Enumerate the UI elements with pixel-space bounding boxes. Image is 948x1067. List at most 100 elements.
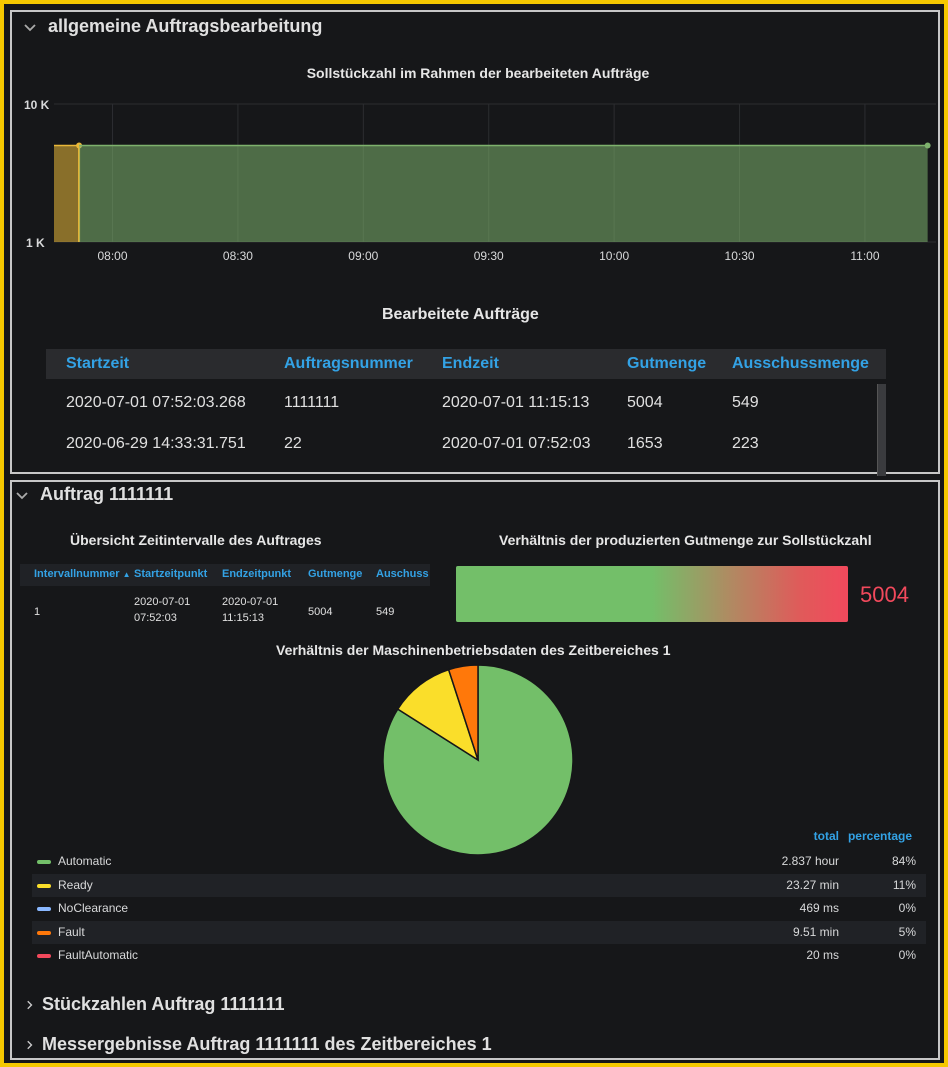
column-label: Intervallnummer — [34, 568, 120, 580]
x-tick-label: 09:00 — [348, 249, 378, 263]
legend-percentage: 84% — [891, 854, 916, 868]
pie-title: Verhältnis der Maschinenbetriebsdaten de… — [276, 642, 671, 658]
x-tick-label: 11:00 — [850, 249, 879, 263]
table-header-row — [46, 349, 886, 379]
interval-column-header[interactable]: Intervallnummer ▲ — [34, 568, 131, 580]
row-header-messergebnisse[interactable]: Messergebnisse Auftrag 1111111 des Zeitb… — [24, 1034, 492, 1055]
legend-swatch — [37, 860, 51, 864]
table-cell: 1653 — [627, 435, 663, 452]
table-title: Bearbeitete Aufträge — [382, 306, 539, 323]
column-header[interactable]: Auftragsnummer — [284, 355, 413, 372]
row-allgemeine-panel — [10, 10, 940, 474]
table-cell: 2020-07-01 07:52:03 — [442, 435, 591, 452]
table-cell: 223 — [732, 435, 759, 452]
column-label: Gutmenge — [308, 568, 363, 580]
legend-header-total[interactable]: total — [813, 829, 839, 843]
chevron-down-icon — [24, 23, 36, 31]
interval-column-header[interactable]: Endzeitpunkt — [222, 568, 291, 580]
chart-plot: 08:00 08:30 09:00 09:30 10:00 10:30 11:00 — [54, 103, 936, 263]
table-cell: 22 — [284, 435, 302, 452]
column-label: Startzeitpunkt — [134, 568, 208, 580]
interval-column-header[interactable]: Auschuss — [376, 568, 429, 580]
column-label: Endzeitpunkt — [222, 568, 292, 580]
row-header-auftrag[interactable]: Auftrag 1111111 — [14, 484, 173, 505]
legend-percentage: 0% — [898, 901, 916, 915]
chart-title: Sollstückzahl im Rahmen der bearbeiteten… — [306, 65, 650, 81]
pie-slice-ready[interactable] — [396, 668, 480, 762]
legend-total: 20 ms — [806, 948, 839, 962]
legend-item[interactable]: NoClearance 469 ms 0% — [32, 897, 926, 920]
x-tick-label: 09:30 — [474, 249, 504, 263]
gauge-value: 5004 — [860, 582, 909, 607]
chevron-right-icon — [27, 1000, 33, 1009]
pie-slice-fault[interactable] — [447, 664, 479, 761]
intervals-title: Übersicht Zeitintervalle des Auftrages — [70, 532, 322, 548]
row-title: Auftrag 1111111 — [40, 484, 174, 504]
legend-total: 2.837 hour — [781, 854, 839, 868]
area-series-1[interactable] — [79, 145, 928, 242]
column-header[interactable]: Endzeit — [442, 355, 499, 372]
table-cell: 2020-07-01 07:52:03.268 — [66, 394, 246, 411]
column-header[interactable]: Startzeit — [66, 355, 130, 372]
column-header[interactable]: Ausschussmenge — [732, 355, 869, 372]
row-header-allgemeine[interactable]: allgemeine Auftragsbearbeitung — [22, 16, 322, 37]
legend-item[interactable]: Fault 9.51 min 5% — [32, 920, 926, 944]
area-series-0[interactable] — [54, 145, 80, 242]
legend-header-percentage[interactable]: percentage — [847, 829, 912, 843]
interval-cell: 1 — [34, 606, 41, 618]
legend-total: 469 ms — [799, 901, 839, 915]
legend-percentage: 0% — [898, 948, 916, 962]
table-cell: 5004 — [627, 394, 663, 411]
table-cell: 1111111 — [284, 394, 340, 411]
x-tick-label: 10:30 — [725, 249, 755, 263]
legend-item[interactable]: FaultAutomatic 20 ms 0% — [32, 944, 926, 967]
gauge-title: Verhältnis der produzierten Gutmenge zur… — [499, 532, 872, 548]
intervals-header-bg — [20, 564, 430, 586]
dashboard-frame: allgemeine Auftragsbearbeitung Sollstück… — [4, 4, 944, 1063]
x-tick-label: 08:00 — [98, 249, 128, 263]
bar-gauge[interactable] — [456, 566, 848, 622]
interval-column-header[interactable]: Gutmenge — [308, 568, 362, 580]
interval-cell: 5004 — [308, 606, 333, 618]
pie-chart[interactable] — [378, 660, 578, 860]
legend-name: FaultAutomatic — [58, 948, 139, 962]
table-cell: 2020-07-01 11:15:13 — [442, 394, 590, 411]
interval-cell: 11:15:13 — [222, 612, 265, 624]
table-scrollbar[interactable] — [877, 384, 886, 476]
legend-name: NoClearance — [58, 901, 129, 915]
chevron-down-icon — [16, 491, 28, 499]
table-cell: 549 — [732, 394, 759, 411]
legend-swatch — [37, 907, 51, 911]
row-auftrag-panel — [10, 480, 940, 1060]
row-title: Stückzahlen Auftrag 1111111 — [42, 994, 285, 1014]
interval-cell: 2020-07-01 — [222, 596, 279, 608]
column-header[interactable]: Gutmenge — [627, 355, 707, 372]
y-tick-bottom: 1 K — [26, 236, 45, 250]
x-tick-label: 08:30 — [223, 249, 253, 263]
legend-total: 9.51 min — [792, 924, 839, 939]
y-tick-top: 10 K — [24, 98, 50, 112]
data-point[interactable] — [924, 142, 931, 149]
table-cell: 2020-06-29 14:33:31.751 — [66, 435, 246, 452]
legend-name: Fault — [58, 924, 85, 939]
interval-cell: 2020-07-01 — [134, 596, 191, 608]
column-label: Auschuss — [376, 568, 429, 580]
chevron-right-icon — [27, 1040, 33, 1049]
legend-item[interactable]: Automatic 2.837 hour 84% — [32, 850, 926, 873]
legend-total: 23.27 min — [786, 877, 839, 892]
x-tick-label: 10:00 — [599, 249, 629, 263]
legend-percentage: 5% — [898, 924, 916, 939]
gauge-fill — [456, 566, 848, 622]
legend-swatch — [37, 954, 51, 958]
interval-column-header[interactable]: Startzeitpunkt — [134, 568, 207, 580]
sollstueck-chart[interactable]: 10 K 1 K 08:00 08:30 09:00 09:30 10:00 10:30 1… — [4, 4, 944, 274]
row-header-stueckzahlen[interactable]: Stückzahlen Auftrag 1111111 — [24, 994, 284, 1015]
interval-cell: 07:52:03 — [134, 612, 177, 624]
legend-swatch — [37, 930, 51, 935]
legend-percentage: 11% — [892, 877, 916, 892]
legend-swatch — [37, 883, 51, 888]
legend-name: Ready — [58, 877, 93, 892]
sort-asc-icon: ▲ — [122, 570, 131, 579]
legend-item[interactable]: Ready 23.27 min 11% — [32, 873, 926, 897]
interval-cell: 549 — [376, 606, 395, 618]
